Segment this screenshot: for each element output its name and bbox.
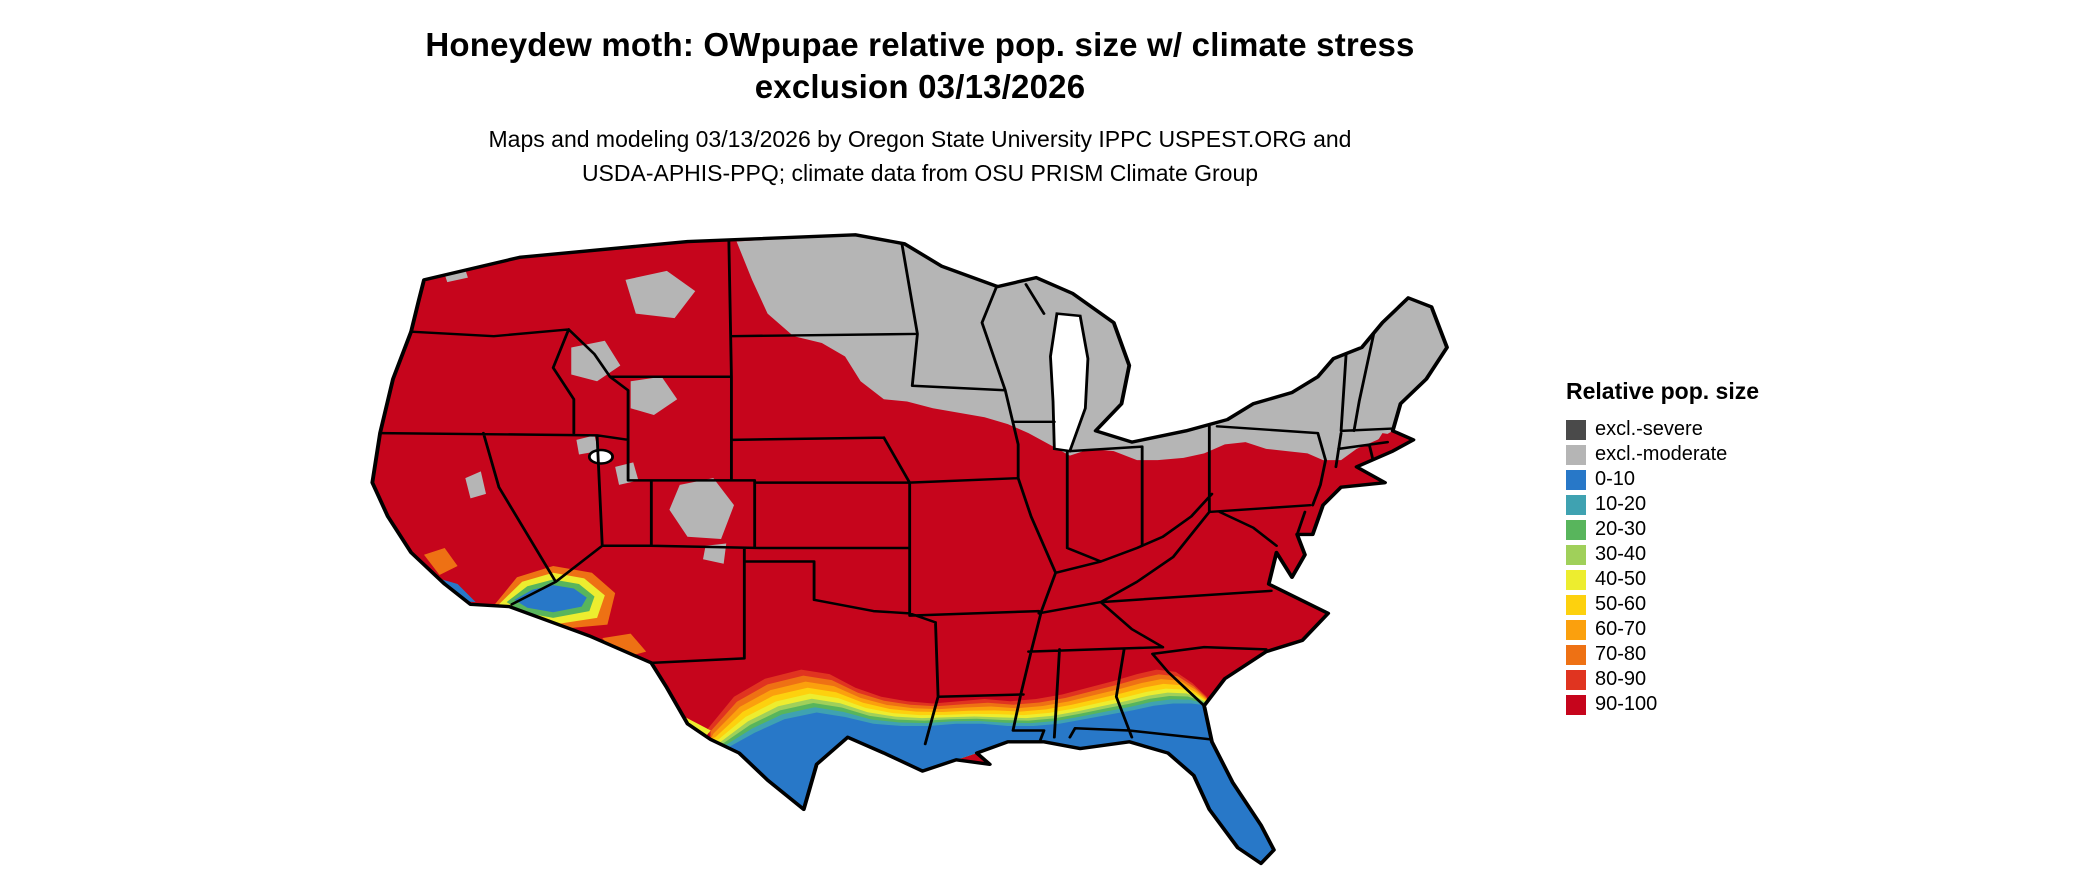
legend-swatch-excl-moderate [1566,444,1586,465]
legend-swatch-0-10 [1566,469,1586,490]
us-choropleth-map [300,210,1540,886]
legend-label: 50-60 [1595,593,1647,615]
legend-label: 80-90 [1595,668,1647,690]
legend-label: 0-10 [1595,468,1636,490]
us-map-svg [370,233,1449,866]
legend-label: excl.-moderate [1595,443,1728,465]
legend-label: 30-40 [1595,543,1647,565]
page-title-line1: Honeydew moth: OWpupae relative pop. siz… [425,26,1415,63]
legend-label: 20-30 [1595,518,1647,540]
legend-row: 80-90 [1566,667,1816,692]
page-title: Honeydew moth: OWpupae relative pop. siz… [0,24,1840,108]
legend-swatch-30-40 [1566,544,1586,565]
legend-label: 70-80 [1595,643,1647,665]
gray-mountain-patches [442,261,734,564]
legend-swatch-80-90 [1566,669,1586,690]
legend-swatch-90-100 [1566,694,1586,715]
legend-row: 60-70 [1566,617,1816,642]
map-subtitle-line2: USDA-APHIS-PPQ; climate data from OSU PR… [581,160,1259,186]
legend: Relative pop. size excl.-severe excl.-mo… [1566,378,1816,717]
arizona-low-pop-region [491,566,616,630]
legend-swatch-40-50 [1566,569,1586,590]
page-title-line2: exclusion 03/13/2026 [754,68,1086,105]
legend-label: 90-100 [1595,693,1658,715]
legend-row: 70-80 [1566,642,1816,667]
us-outline [370,233,1449,866]
map-subtitle: Maps and modeling 03/13/2026 by Oregon S… [0,122,1840,190]
legend-row: 20-30 [1566,517,1816,542]
legend-title: Relative pop. size [1566,378,1760,404]
legend-label: excl.-severe [1595,418,1703,440]
legend-label: 10-20 [1595,493,1647,515]
new-england-red-pocket [1366,433,1411,458]
legend-swatch-50-60 [1566,594,1586,615]
legend-row: 30-40 [1566,542,1816,567]
legend-row: excl.-moderate [1566,442,1816,467]
map-subtitle-line1: Maps and modeling 03/13/2026 by Oregon S… [488,126,1352,152]
gray-exclusion-region [736,234,1447,461]
state-borders [376,238,1395,746]
legend-label: 60-70 [1595,618,1647,640]
legend-swatch-70-80 [1566,644,1586,665]
legend-row: 90-100 [1566,692,1816,717]
legend-row: excl.-severe [1566,417,1816,442]
legend-swatch-10-20 [1566,494,1586,515]
legend-row: 0-10 [1566,467,1816,492]
legend-swatch-60-70 [1566,619,1586,640]
legend-swatch-excl-severe [1566,419,1586,440]
legend-label: 40-50 [1595,568,1647,590]
legend-row: 50-60 [1566,592,1816,617]
great-salt-lake [587,448,615,465]
legend-swatch-20-30 [1566,519,1586,540]
legend-row: 10-20 [1566,492,1816,517]
legend-row: 40-50 [1566,567,1816,592]
